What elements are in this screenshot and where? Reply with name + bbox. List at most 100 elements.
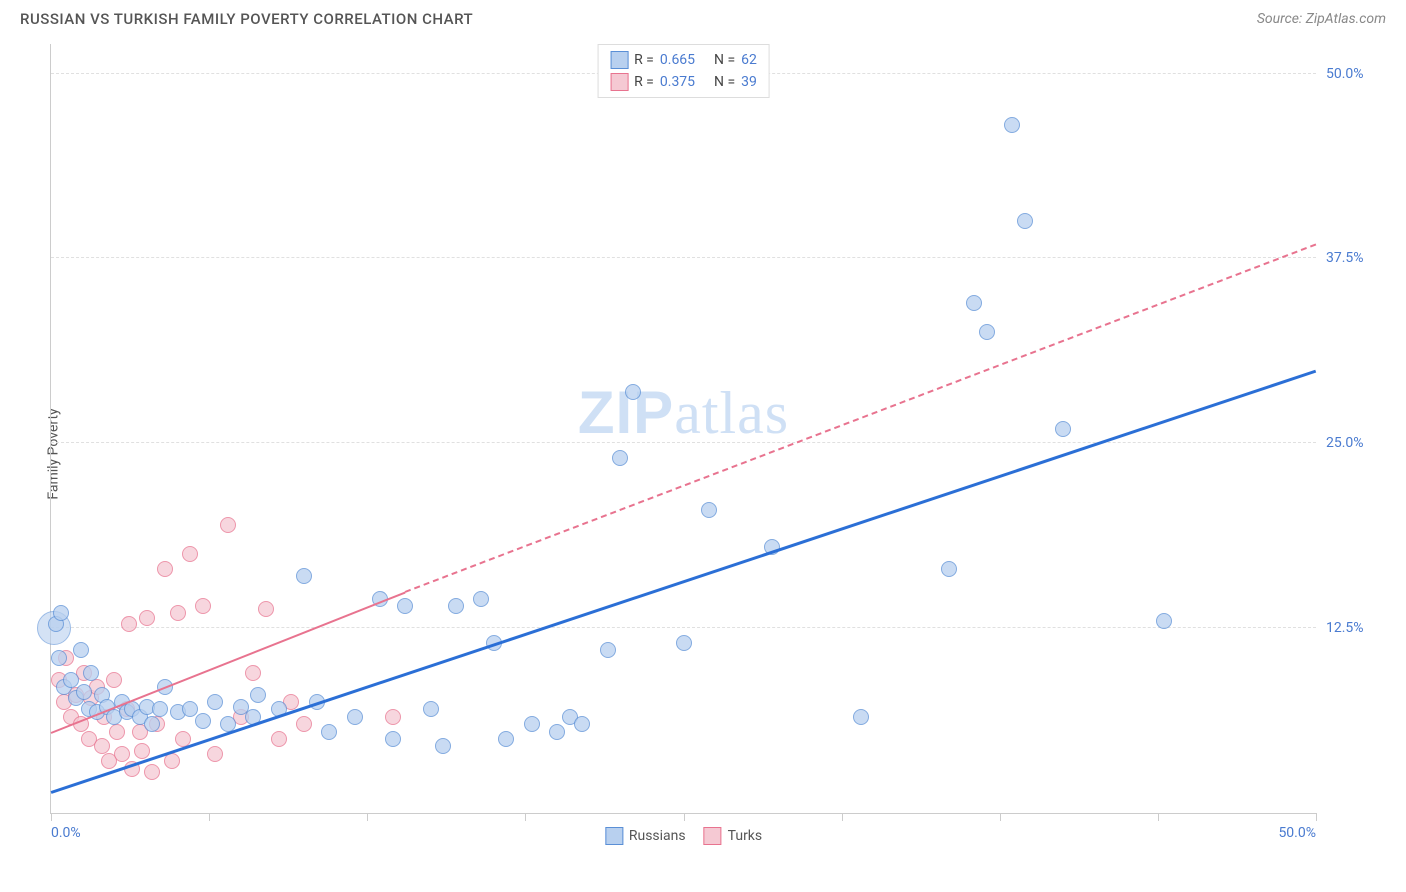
data-point-russians <box>1004 117 1020 133</box>
data-point-turks <box>258 601 274 617</box>
chart-title: RUSSIAN VS TURKISH FAMILY POVERTY CORREL… <box>20 10 473 28</box>
x-tick <box>1158 813 1159 821</box>
data-point-russians <box>207 694 223 710</box>
data-point-russians <box>73 642 89 658</box>
data-point-turks <box>114 746 130 762</box>
watermark-light: atlas <box>674 380 789 446</box>
data-point-russians <box>612 450 628 466</box>
data-point-turks <box>245 665 261 681</box>
data-point-turks <box>109 724 125 740</box>
data-point-russians <box>182 701 198 717</box>
r-value-turks: 0.375 <box>660 74 695 90</box>
data-point-russians <box>347 709 363 725</box>
y-tick-label: 37.5% <box>1326 250 1386 266</box>
source-label: Source: ZipAtlas.com <box>1257 11 1386 27</box>
y-tick-label: 12.5% <box>1326 620 1386 636</box>
chart-container: Family Poverty ZIPatlas R = 0.665 N = 62… <box>0 34 1406 874</box>
x-tick <box>1316 813 1317 821</box>
legend-stats-row-russians: R = 0.665 N = 62 <box>606 49 761 71</box>
data-point-russians <box>51 650 67 666</box>
data-point-turks <box>121 616 137 632</box>
x-tick <box>684 813 685 821</box>
data-point-turks <box>385 709 401 725</box>
x-tick <box>51 813 52 821</box>
data-point-turks <box>106 672 122 688</box>
data-point-turks <box>144 764 160 780</box>
data-point-russians <box>76 684 92 700</box>
watermark: ZIPatlas <box>578 378 789 448</box>
x-tick <box>209 813 210 821</box>
data-point-russians <box>979 324 995 340</box>
data-point-turks <box>207 746 223 762</box>
plot-area: ZIPatlas R = 0.665 N = 62 R = 0.375 N = … <box>50 44 1316 814</box>
data-point-russians <box>1017 213 1033 229</box>
legend-stats: R = 0.665 N = 62 R = 0.375 N = 39 <box>597 44 770 98</box>
y-tick-label: 50.0% <box>1326 66 1386 82</box>
r-label: R = <box>634 52 654 68</box>
data-point-russians <box>152 701 168 717</box>
data-point-russians <box>63 672 79 688</box>
data-point-russians <box>435 738 451 754</box>
data-point-russians <box>397 598 413 614</box>
data-point-russians <box>473 591 489 607</box>
x-tick <box>842 813 843 821</box>
data-point-turks <box>182 546 198 562</box>
data-point-russians <box>448 598 464 614</box>
data-point-russians <box>676 635 692 651</box>
legend-series: Russians Turks <box>605 827 762 845</box>
data-point-turks <box>296 716 312 732</box>
data-point-russians <box>941 561 957 577</box>
data-point-turks <box>94 738 110 754</box>
data-point-russians <box>853 709 869 725</box>
data-point-russians <box>1055 421 1071 437</box>
n-value-turks: 39 <box>741 74 757 90</box>
legend-item-turks: Turks <box>704 827 763 845</box>
y-tick-label: 25.0% <box>1326 435 1386 451</box>
x-tick <box>367 813 368 821</box>
legend-item-russians: Russians <box>605 827 686 845</box>
data-point-russians <box>144 716 160 732</box>
data-point-russians <box>83 665 99 681</box>
data-point-turks <box>170 605 186 621</box>
data-point-russians <box>524 716 540 732</box>
data-point-russians <box>701 502 717 518</box>
data-point-russians <box>53 605 69 621</box>
data-point-russians <box>498 731 514 747</box>
data-point-russians <box>574 716 590 732</box>
x-tick <box>1000 813 1001 821</box>
data-point-turks <box>134 743 150 759</box>
data-point-russians <box>250 687 266 703</box>
data-point-turks <box>271 731 287 747</box>
swatch-turks-icon <box>704 827 722 845</box>
data-point-russians <box>600 642 616 658</box>
data-point-turks <box>157 561 173 577</box>
swatch-turks-icon <box>610 73 628 91</box>
data-point-russians <box>385 731 401 747</box>
x-max-label: 50.0% <box>1278 825 1316 841</box>
data-point-turks <box>220 517 236 533</box>
x-origin-label: 0.0% <box>51 825 81 841</box>
data-point-russians <box>966 295 982 311</box>
swatch-russians-icon <box>610 51 628 69</box>
legend-label-russians: Russians <box>629 828 686 844</box>
trend-line-dashed <box>405 244 1317 593</box>
swatch-russians-icon <box>605 827 623 845</box>
legend-stats-row-turks: R = 0.375 N = 39 <box>606 71 761 93</box>
data-point-russians <box>195 713 211 729</box>
legend-label-turks: Turks <box>728 828 763 844</box>
r-value-russians: 0.665 <box>660 52 695 68</box>
n-label: N = <box>714 74 735 90</box>
gridline <box>51 627 1316 628</box>
trend-line <box>51 369 1317 793</box>
x-tick <box>525 813 526 821</box>
n-label: N = <box>714 52 735 68</box>
r-label: R = <box>634 74 654 90</box>
data-point-russians <box>423 701 439 717</box>
data-point-russians <box>296 568 312 584</box>
data-point-russians <box>625 384 641 400</box>
gridline <box>51 257 1316 258</box>
data-point-russians <box>321 724 337 740</box>
data-point-russians <box>549 724 565 740</box>
data-point-turks <box>139 610 155 626</box>
gridline <box>51 442 1316 443</box>
